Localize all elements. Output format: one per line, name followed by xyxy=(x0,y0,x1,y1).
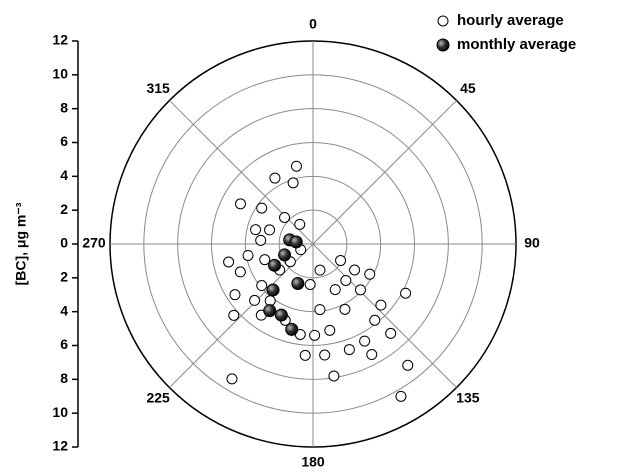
hourly-point xyxy=(269,172,281,184)
monthly-point xyxy=(268,258,282,272)
hourly-point xyxy=(256,280,268,292)
y-tick-label: 8 xyxy=(60,99,68,115)
hourly-point xyxy=(366,349,378,361)
hourly-point xyxy=(335,255,347,267)
y-tick-label: 10 xyxy=(52,404,68,420)
monthly-point xyxy=(274,308,288,322)
angle-tick-label: 270 xyxy=(82,235,106,251)
monthly-point xyxy=(289,235,303,249)
hourly-point xyxy=(299,349,311,361)
y-tick-label: 6 xyxy=(60,336,68,352)
hourly-point xyxy=(400,287,412,299)
legend-label: hourly average xyxy=(457,12,564,29)
hourly-point xyxy=(259,254,271,266)
monthly-point xyxy=(278,248,292,262)
hourly-point xyxy=(294,218,306,230)
hourly-point xyxy=(228,309,240,321)
hourly-point xyxy=(304,279,316,291)
y-tick-label: 2 xyxy=(60,201,68,217)
hourly-point xyxy=(385,327,397,339)
grid-spoke xyxy=(312,100,457,245)
hourly-point xyxy=(279,211,291,223)
hourly-point xyxy=(250,224,262,236)
angle-tick-label: 180 xyxy=(301,454,325,470)
monthly-point xyxy=(266,283,280,297)
hourly-point xyxy=(242,249,254,261)
hourly-point xyxy=(329,284,341,296)
hourly-point xyxy=(343,344,355,356)
hourly-point xyxy=(256,202,268,214)
hourly-point xyxy=(328,370,340,382)
hourly-point xyxy=(354,284,366,296)
hourly-point xyxy=(375,299,387,311)
y-tick-label: 10 xyxy=(52,66,68,82)
angle-tick-label: 45 xyxy=(460,80,476,96)
hourly-point xyxy=(359,335,371,347)
grid-spoke xyxy=(312,243,457,388)
hourly-point xyxy=(314,304,326,316)
y-tick-label: 0 xyxy=(60,235,68,251)
angle-tick-label: 0 xyxy=(309,16,317,32)
hourly-point xyxy=(364,268,376,280)
hourly-point xyxy=(324,324,336,336)
legend-marker xyxy=(436,38,450,52)
angle-tick-label: 225 xyxy=(146,390,170,406)
hourly-point xyxy=(402,359,414,371)
hourly-point xyxy=(226,373,238,385)
y-tick-label: 2 xyxy=(60,269,68,285)
hourly-point xyxy=(340,274,352,286)
legend-label: monthly average xyxy=(457,36,576,53)
monthly-point xyxy=(285,322,299,336)
hourly-point xyxy=(290,160,302,172)
y-tick-label: 12 xyxy=(52,32,68,48)
y-tick-label: 4 xyxy=(60,302,68,318)
angle-tick-label: 315 xyxy=(146,80,170,96)
hourly-point xyxy=(349,264,361,276)
hourly-point xyxy=(309,329,321,341)
y-tick-label: 4 xyxy=(60,167,68,183)
hourly-point xyxy=(235,198,247,210)
monthly-point xyxy=(291,276,305,290)
y-tick-label: 12 xyxy=(52,438,68,454)
grid-spoke xyxy=(169,243,314,388)
hourly-point xyxy=(314,264,326,276)
hourly-point xyxy=(369,314,381,326)
y-tick-label: 8 xyxy=(60,370,68,386)
y-axis-label: [BC], μg m⁻³ xyxy=(13,202,29,285)
hourly-point xyxy=(249,294,261,306)
hourly-point xyxy=(395,390,407,402)
grid-spoke xyxy=(169,100,314,245)
y-tick-label: 6 xyxy=(60,133,68,149)
angle-tick-label: 135 xyxy=(456,390,480,406)
hourly-point xyxy=(229,289,241,301)
monthly-point xyxy=(263,304,277,318)
hourly-point xyxy=(287,177,299,189)
hourly-point xyxy=(319,349,331,361)
angle-tick-label: 90 xyxy=(524,235,540,251)
hourly-point xyxy=(234,266,246,278)
legend-marker xyxy=(437,15,449,27)
hourly-point xyxy=(339,303,351,315)
hourly-point xyxy=(255,234,267,246)
hourly-point xyxy=(223,256,235,268)
hourly-point xyxy=(264,224,276,236)
